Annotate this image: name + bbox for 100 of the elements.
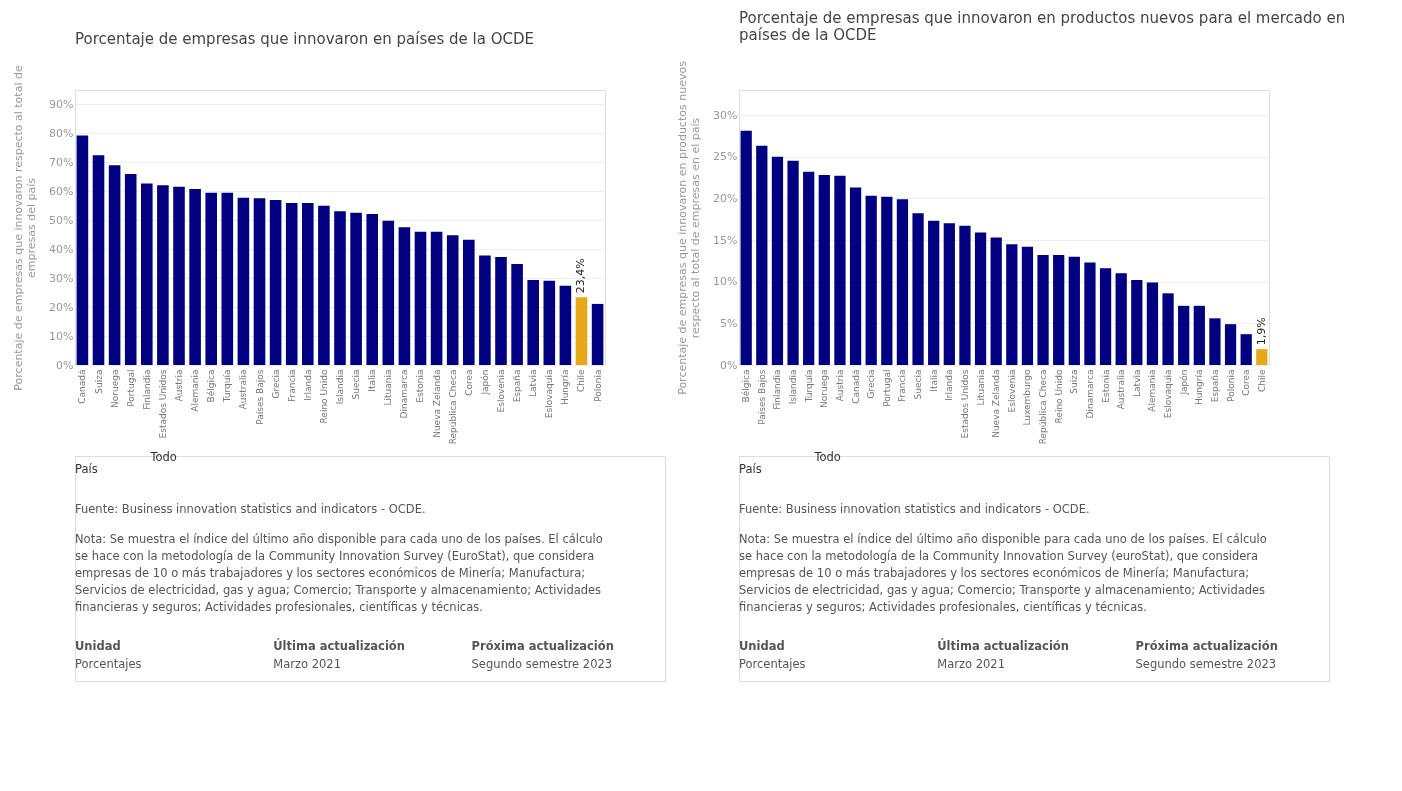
- x-tick-label: Finlandia: [772, 369, 783, 410]
- bar: [1146, 282, 1159, 365]
- x-tick-label: Noruega: [109, 369, 120, 408]
- bar: [527, 279, 539, 365]
- x-tick-label: Lituania: [975, 369, 986, 406]
- y-tick-label: 10%: [49, 329, 74, 343]
- text: Marzo 2021: [273, 657, 341, 671]
- text: País: [739, 462, 762, 476]
- x-tick-label: Dinamarca: [1084, 369, 1095, 419]
- chart-title: Porcentaje de empresas que innovaron en productos nuevos para el mercado en países de la OCDE: [739, 8, 1346, 44]
- data-label: 1,9%: [1254, 317, 1268, 346]
- bar: [1240, 334, 1252, 365]
- x-tick-label: Polonia: [1225, 369, 1236, 402]
- bar: [974, 232, 987, 365]
- x-tick-label: Eslovaquia: [544, 369, 555, 419]
- y-tick-label: 50%: [49, 213, 74, 227]
- bar: [398, 227, 411, 365]
- text: Segundo semestre 2023: [1135, 657, 1277, 671]
- bar: [559, 285, 572, 365]
- text: Todo: [149, 450, 177, 464]
- bar: [205, 192, 217, 365]
- bar: [1115, 273, 1127, 365]
- x-tick-label: Australia: [1116, 369, 1127, 410]
- bar: [189, 189, 201, 365]
- bar: [430, 231, 443, 365]
- x-tick-label: España: [1209, 369, 1220, 403]
- x-tick-label: Portugal: [881, 369, 892, 407]
- bar: [495, 257, 507, 365]
- x-tick-label: Austria: [834, 369, 845, 402]
- bar: [446, 235, 459, 365]
- chart-title: Porcentaje de empresas que innovaron en países de la OCDE: [75, 29, 534, 48]
- bar: [366, 213, 378, 365]
- text: Última actualización: [937, 638, 1069, 653]
- x-tick-label: Irlanda: [302, 369, 313, 401]
- x-tick-label: Canadá: [850, 369, 861, 404]
- y-tick-label: 30%: [713, 108, 738, 122]
- y-tick-label: 0%: [720, 358, 738, 372]
- x-tick-label: Suecia: [913, 369, 924, 400]
- bar: [1006, 244, 1018, 365]
- y-tick-label: 20%: [49, 300, 74, 314]
- x-tick-label: Latvia: [528, 369, 539, 397]
- x-tick-label: Islandia: [335, 369, 345, 405]
- text: Última actualización: [273, 638, 405, 653]
- bar: [285, 202, 298, 365]
- x-tick-label: Hungría: [1194, 369, 1205, 406]
- bar: [302, 202, 314, 365]
- bar: [237, 197, 250, 365]
- x-tick-label: Italia: [367, 369, 378, 392]
- x-tick-label: Chile: [1256, 369, 1267, 393]
- x-tick-label: Estados Unidos: [157, 369, 168, 439]
- x-tick-label: Irlanda: [944, 369, 955, 401]
- x-tick-label: Lituania: [383, 369, 394, 406]
- y-axis-title: Porcentaje de empresas que innovaron en productos nuevos respecto al total de empresas en el país: [676, 60, 703, 395]
- bar: [849, 187, 862, 365]
- x-tick-label: Países Bajos: [756, 369, 767, 425]
- x-tick-label: Eslovenia: [496, 369, 506, 413]
- bar: [818, 175, 830, 365]
- x-tick-label: Bélgica: [206, 369, 217, 403]
- x-tick-label: Países Bajos: [254, 369, 265, 425]
- text: Segundo semestre 2023: [471, 657, 613, 671]
- bar: [1053, 255, 1065, 365]
- bar: [1256, 349, 1268, 365]
- x-tick-label: Islandia: [788, 369, 799, 405]
- x-tick-label: Chile: [576, 369, 587, 393]
- x-tick-label: Nueva Zelanda: [431, 369, 442, 438]
- bar: [318, 205, 330, 365]
- x-tick-label: República Checa: [1038, 369, 1049, 445]
- bar: [334, 211, 346, 365]
- x-tick-label: Grecia: [866, 369, 877, 399]
- x-tick-label: Latvia: [1131, 369, 1142, 397]
- source-note: Fuente: Business innovation statistics and indicators - OCDE.: [75, 502, 426, 516]
- bar: [350, 212, 362, 365]
- x-tick-label: Corea: [463, 369, 474, 396]
- text: Todo: [813, 450, 841, 464]
- bar: [157, 185, 169, 365]
- bar: [543, 280, 556, 365]
- bar: [141, 183, 153, 365]
- x-tick-label: Alemania: [190, 369, 201, 412]
- y-tick-label: 60%: [49, 184, 74, 198]
- bar: [1068, 256, 1080, 365]
- bar: [76, 135, 89, 365]
- bar: [912, 213, 924, 365]
- x-tick-label: Turquía: [803, 369, 814, 404]
- x-tick-label: Suiza: [1069, 369, 1080, 394]
- bar: [1131, 280, 1143, 365]
- bar: [108, 165, 121, 365]
- text: Marzo 2021: [937, 657, 1005, 671]
- y-tick-label: 70%: [49, 155, 74, 169]
- x-tick-label: Italia: [928, 369, 939, 392]
- x-tick-label: Portugal: [125, 369, 136, 407]
- y-tick-label: 25%: [713, 150, 738, 164]
- bar: [221, 192, 234, 365]
- x-tick-label: Hungría: [560, 369, 571, 406]
- bar: [382, 220, 395, 365]
- y-tick-label: 15%: [713, 233, 738, 247]
- source-note: Fuente: Business innovation statistics and indicators - OCDE.: [739, 502, 1090, 516]
- bar: [1037, 255, 1049, 365]
- x-tick-label: Reino Unido: [1053, 369, 1064, 424]
- bar: [1084, 262, 1096, 365]
- bar: [943, 223, 955, 365]
